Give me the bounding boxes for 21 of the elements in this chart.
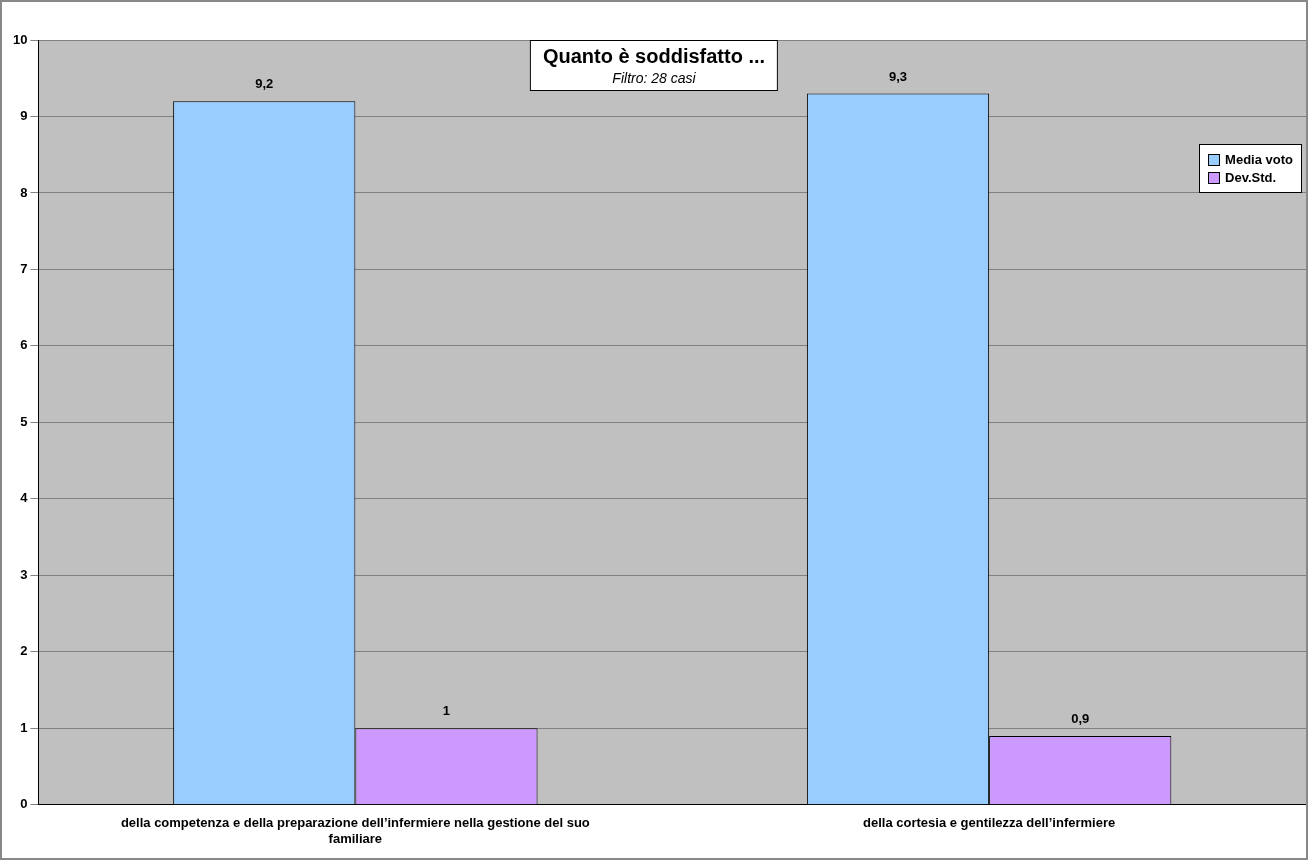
- y-tick-label: 3: [20, 566, 28, 582]
- y-tick-label: 2: [20, 643, 28, 659]
- x-tick-label: della competenza e della preparazione dell’infermiere nella gestione del suo familiare: [120, 815, 590, 846]
- y-tick-label: 6: [20, 337, 28, 353]
- data-label: 9,3: [888, 68, 908, 84]
- y-tick-label: 8: [20, 184, 28, 200]
- data-label: 1: [442, 703, 451, 719]
- y-tick-label: 0: [20, 796, 28, 812]
- data-label: 9,2: [255, 76, 274, 92]
- y-tick-label: 9: [20, 108, 28, 124]
- legend-label: Media voto: [1225, 152, 1293, 167]
- x-tick-label: della cortesia e gentilezza dell’infermiere: [863, 815, 1116, 831]
- y-tick-label: 7: [20, 261, 28, 277]
- y-tick-label: 10: [12, 31, 28, 47]
- legend-label: Dev.Std.: [1225, 170, 1277, 185]
- y-tick-label: 1: [20, 719, 28, 735]
- y-tick-label: 5: [20, 413, 28, 429]
- chart-title: Quanto è soddisfatto ...: [542, 45, 766, 68]
- text: Filtro: 28 casi: [611, 70, 697, 86]
- y-tick-label: 4: [20, 490, 29, 506]
- data-label: 0,9: [1071, 711, 1090, 727]
